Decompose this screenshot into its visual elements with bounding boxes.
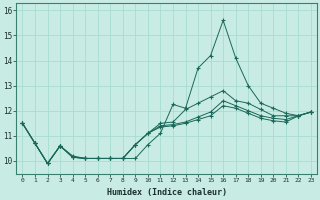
X-axis label: Humidex (Indice chaleur): Humidex (Indice chaleur)	[107, 188, 227, 197]
